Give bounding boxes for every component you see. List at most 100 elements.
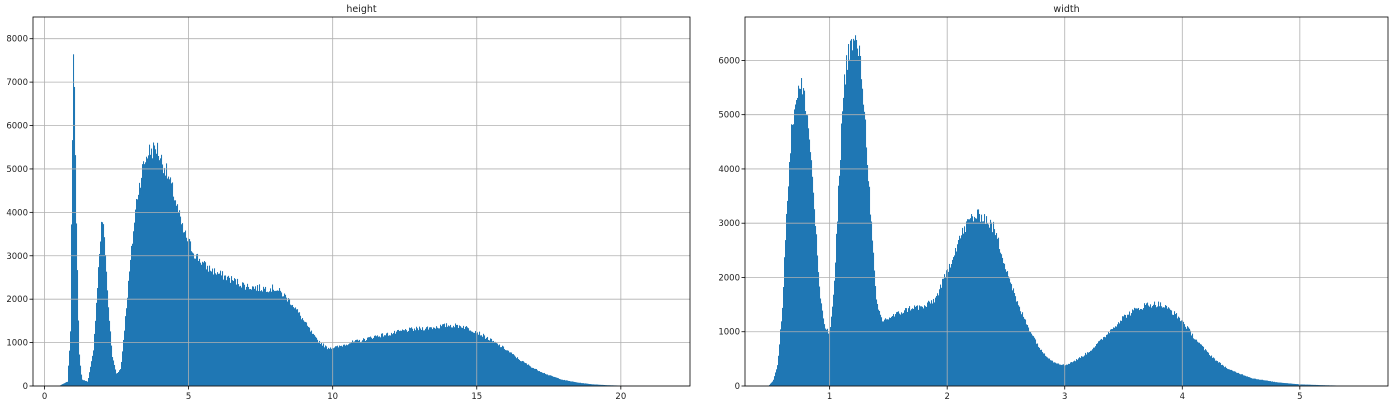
histogram-bar: [1120, 320, 1122, 386]
histogram-bar: [489, 340, 491, 386]
histogram-bar: [1010, 282, 1012, 386]
histogram-bar: [1314, 384, 1316, 386]
histogram-bar: [855, 35, 857, 386]
histogram-bar: [1187, 326, 1189, 386]
histogram-bar: [319, 340, 321, 386]
histogram-bar: [598, 384, 600, 386]
histogram-bar: [950, 267, 952, 386]
histogram-bar: [1255, 378, 1257, 386]
histogram-bar: [555, 377, 557, 386]
plot-frame: [744, 16, 1389, 387]
histogram-bar: [135, 209, 137, 386]
histogram-bar: [248, 286, 250, 386]
histogram-bar: [894, 316, 896, 386]
histogram-bar: [400, 330, 402, 386]
histogram-bar: [230, 282, 232, 386]
histogram-bar: [976, 218, 978, 386]
histogram-bar: [288, 298, 290, 386]
histogram-bar: [1296, 384, 1298, 386]
histogram-bar: [1110, 329, 1112, 386]
histogram-bar: [1239, 373, 1241, 386]
histogram-bar: [916, 305, 918, 386]
histogram-bar: [972, 216, 974, 386]
histogram-bar: [944, 274, 946, 386]
histogram-bar: [962, 227, 964, 386]
histogram-bar: [541, 372, 543, 386]
histogram-bar: [1177, 318, 1179, 386]
histogram-bar: [877, 303, 879, 386]
histogram-bar: [119, 370, 121, 386]
histogram-bar: [850, 40, 852, 386]
histogram-bar: [418, 330, 420, 386]
y-tick-label: 7000: [6, 78, 28, 88]
histogram-bar: [971, 214, 973, 386]
histogram-bar: [909, 306, 911, 386]
histogram-bar: [348, 344, 350, 386]
histogram-bar: [160, 158, 162, 386]
histogram-bar: [268, 292, 270, 386]
histogram-bar: [116, 373, 118, 386]
histogram-bar: [176, 205, 178, 386]
histogram-bar: [1135, 308, 1137, 386]
histogram-bar: [564, 379, 566, 386]
histogram-bar: [384, 335, 386, 386]
histogram-bar: [450, 324, 452, 386]
histogram-bar: [845, 84, 847, 386]
histogram-bar: [787, 200, 789, 386]
histogram-bar: [775, 372, 777, 386]
histogram-bar: [568, 380, 570, 386]
y-tick-label: 0: [23, 382, 28, 392]
histogram-bar: [556, 377, 558, 386]
histogram-bar: [496, 343, 498, 386]
histogram-bar: [285, 294, 287, 386]
histogram-bar: [571, 381, 573, 386]
histogram-bar: [253, 286, 255, 386]
histogram-bar: [779, 344, 781, 386]
histogram-bar: [364, 338, 366, 386]
histogram-bar: [1034, 337, 1036, 386]
histogram-bar: [467, 327, 469, 386]
histogram-bar: [797, 97, 799, 386]
histogram-bar: [574, 381, 576, 386]
histogram-bar: [87, 381, 89, 386]
histogram-bar: [1159, 306, 1161, 386]
histogram-bar: [796, 100, 798, 386]
histogram-bar: [602, 384, 604, 386]
histogram-bar: [106, 271, 108, 386]
histogram-bar: [1271, 381, 1273, 386]
histogram-bar: [159, 160, 161, 386]
histogram-bar: [312, 333, 314, 386]
histogram-bar: [533, 368, 535, 386]
histogram-bar: [813, 192, 815, 386]
histogram-bar: [171, 183, 173, 386]
histogram-bar: [144, 164, 146, 386]
histogram-bar: [145, 162, 147, 386]
histogram-bar: [804, 90, 806, 387]
histogram-bar: [125, 316, 127, 386]
histogram-bar: [1276, 382, 1278, 386]
histogram-bar: [96, 302, 98, 386]
histogram-bar: [887, 319, 889, 386]
histogram-bar: [65, 382, 67, 386]
histogram-bar: [1068, 363, 1070, 386]
histogram-bar: [820, 298, 822, 386]
histogram-bar: [572, 381, 574, 386]
histogram-bar: [443, 324, 445, 386]
histogram-bar: [108, 307, 110, 386]
histogram-bar: [519, 359, 521, 386]
histogram-bar: [1050, 360, 1052, 386]
histogram-bar: [982, 221, 984, 386]
histogram-bar: [1100, 339, 1102, 386]
histogram-bar: [949, 263, 951, 386]
histogram-bar: [1060, 364, 1062, 386]
histogram-bar: [1098, 341, 1100, 386]
histogram-bar: [924, 305, 926, 386]
histogram-bar: [1103, 337, 1105, 386]
histogram-bar: [1033, 336, 1035, 386]
histogram-bar: [254, 288, 256, 386]
histogram-bar: [1319, 385, 1321, 386]
histogram-bar: [1018, 305, 1020, 386]
histogram-bar: [378, 336, 380, 386]
histogram-bar: [835, 262, 837, 386]
histogram-bar: [1306, 384, 1308, 386]
